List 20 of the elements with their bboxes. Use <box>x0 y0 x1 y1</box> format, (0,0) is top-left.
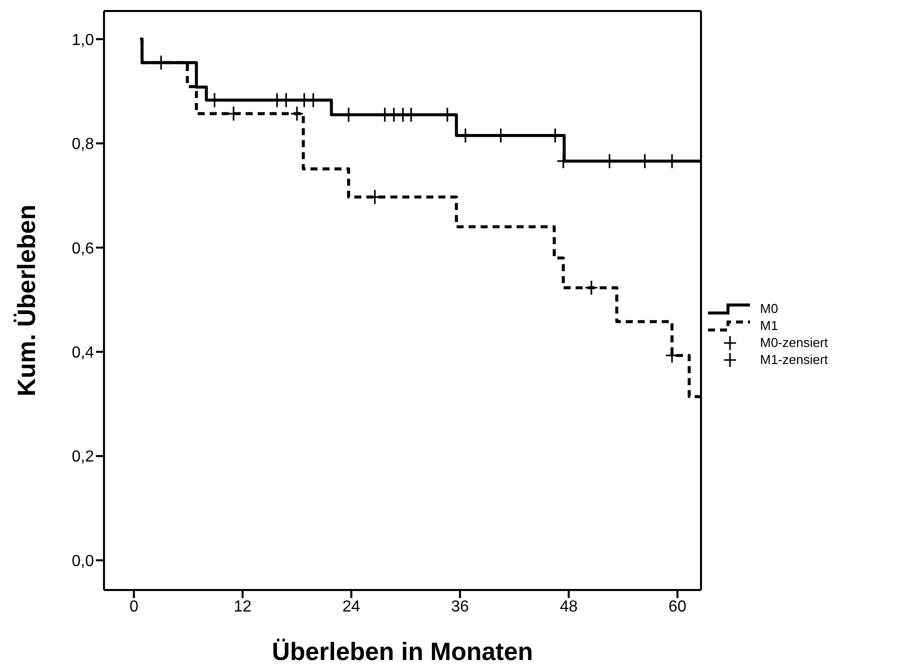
point <box>584 280 598 296</box>
legend-label: M1 <box>760 318 778 333</box>
y-tick-label: 0,0 <box>72 552 94 570</box>
legend-label: M0 <box>760 301 778 316</box>
y-tick-label: 0,8 <box>72 136 94 154</box>
x-axis-title: Überleben in Monaten <box>272 638 534 666</box>
x-tick-label: 48 <box>560 598 578 616</box>
y-axis-title: Kum. Überleben <box>12 204 41 396</box>
x-tick-label: 0 <box>129 598 138 616</box>
y-tick-label: 1,0 <box>72 32 94 49</box>
legend-label: M0-zensiert <box>760 335 828 350</box>
x-tick-label: 36 <box>451 598 470 616</box>
x-tick-label: 12 <box>234 598 252 616</box>
y-tick-label: 0,2 <box>72 448 94 466</box>
y-tick-label: 0,6 <box>72 240 94 258</box>
point <box>290 106 304 122</box>
y-tick-label: 0,4 <box>72 344 94 362</box>
x-tick-label: 24 <box>342 598 360 616</box>
legend-label: M1-zensiert <box>760 352 828 367</box>
x-tick-label: 60 <box>668 598 686 616</box>
